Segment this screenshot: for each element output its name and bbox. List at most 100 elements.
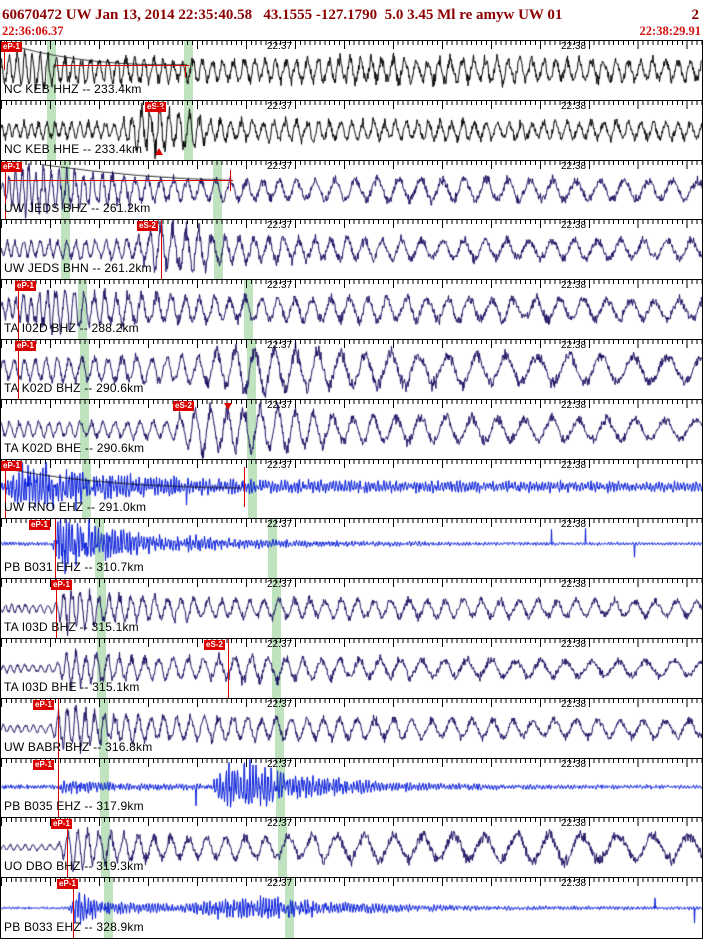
time-label: 22:38 [561, 220, 587, 232]
time-label: 22:37 [267, 698, 293, 710]
trace-panel[interactable]: 22:37 22:38 eS-2 UW JEDS BHN -- 261.2km [1, 220, 702, 281]
phase-pick-line[interactable] [18, 280, 19, 339]
coda-measure-tick [185, 64, 186, 78]
waveform-canvas[interactable] [1, 160, 702, 220]
phase-pick-line[interactable] [67, 818, 68, 878]
station-label: TA K02D BHZ -- 290.6km [4, 380, 144, 395]
phase-pick-label[interactable]: eP-1 [51, 819, 72, 830]
time-label: 22:38 [561, 758, 587, 770]
station-label: UW RNO EHZ -- 291.0km [4, 500, 147, 515]
trace-panel[interactable]: 22:37 22:38 eS-2 TA K02D BHE -- 290.6km [1, 399, 702, 460]
waveform-canvas[interactable] [1, 818, 702, 878]
station-label: UW JEDS BHN -- 261.2km [4, 261, 152, 276]
station-label: PB B035 EHZ -- 317.9km [4, 799, 144, 814]
phase-pick-label[interactable]: eP-1 [29, 520, 50, 531]
trace-panels: 22:37 22:38 eP-1 NC KEB HHZ -- 233.4km 22:37… [0, 40, 703, 939]
coda-measure-line[interactable] [9, 179, 233, 181]
time-label: 22:37 [267, 519, 293, 531]
waveform-canvas[interactable] [1, 878, 702, 938]
trace-panel[interactable]: 22:37 22:38 eP-1 UW BABR BHZ -- 316.8km [1, 698, 702, 759]
station-label: NC KEB HHZ -- 233.4km [4, 81, 142, 96]
trace-panel[interactable]: 22:37 22:38 eP-1 TA K02D BHZ -- 290.6km [1, 339, 702, 400]
phase-pick-label[interactable]: eS-2 [137, 221, 158, 232]
phase-pick-label[interactable]: eP-1 [15, 340, 36, 351]
trace-panel[interactable]: 22:37 22:38 eP-1 PB B033 EHZ -- 328.9km [1, 878, 702, 938]
amplitude-marker[interactable] [155, 148, 163, 156]
waveform-canvas[interactable] [1, 41, 702, 100]
waveform-canvas[interactable] [1, 100, 702, 160]
trace-panel[interactable]: 22:37 22:38 eP-1 PB B035 EHZ -- 317.9km [1, 758, 702, 819]
waveform-canvas[interactable] [1, 519, 702, 579]
trace-panel[interactable]: 22:37 22:38 eS-2 NC KEB HHE -- 233.4km [1, 100, 702, 161]
coda-measure-tick [230, 170, 231, 192]
trace-panel[interactable]: 22:37 22:38 eP-1 UO DBO BHZ -- 319.3km [1, 818, 702, 879]
time-label: 22:37 [267, 160, 293, 172]
trace-panel[interactable]: 22:37 22:38 eP-1 TA I03D BHZ -- 315.1km [1, 579, 702, 639]
phase-pick-label[interactable]: eP-1 [1, 161, 22, 172]
time-label: 22:37 [267, 100, 293, 112]
phase-pick-line[interactable] [73, 878, 74, 938]
coda-measure-line[interactable] [55, 64, 189, 66]
station-label: NC KEB HHE -- 233.4km [4, 141, 143, 156]
waveform-canvas[interactable] [1, 698, 702, 758]
station-label: TA K02D BHE -- 290.6km [4, 440, 145, 455]
phase-pick-line[interactable] [18, 339, 19, 399]
time-label: 22:37 [267, 638, 293, 650]
time-label: 22:37 [267, 579, 293, 591]
amplitude-marker[interactable] [224, 402, 232, 410]
phase-pick-line[interactable] [58, 698, 59, 758]
trace-panel[interactable]: 22:37 22:38 eP-1 NC KEB HHZ -- 233.4km [1, 41, 702, 101]
event-summary: 60670472 UW Jan 13, 2014 22:35:40.58 43.… [2, 7, 563, 23]
waveform-canvas[interactable] [1, 339, 702, 399]
time-label: 22:38 [561, 878, 587, 890]
station-label: PB B031 EHZ -- 310.7km [4, 560, 144, 575]
amplitude-marker[interactable] [155, 107, 163, 115]
time-label: 22:38 [561, 339, 587, 351]
trace-panel[interactable]: 22:37 22:38 eP-1 PB B031 EHZ -- 310.7km [1, 519, 702, 580]
phase-pick-label[interactable]: eP-1 [57, 879, 78, 890]
station-label: UO DBO BHZ -- 319.3km [4, 859, 144, 874]
phase-pick-line[interactable] [55, 519, 56, 579]
phase-pick-label[interactable]: eS-2 [204, 639, 225, 650]
phase-pick-label[interactable]: eS-2 [145, 101, 166, 112]
trace-panel[interactable]: 22:37 22:38 eP-1 TA I02D BHZ -- 288.2km [1, 280, 702, 340]
phase-pick-line[interactable] [228, 638, 229, 698]
time-label: 22:37 [267, 41, 293, 52]
amplitude-measure-line[interactable] [244, 466, 245, 507]
waveform-canvas[interactable] [1, 220, 702, 280]
time-window-row: 22:36:06.37 22:38:29.91 [0, 24, 703, 40]
phase-pick-label[interactable]: eP-1 [33, 699, 54, 710]
waveform-canvas[interactable] [1, 399, 702, 459]
trace-panel[interactable]: 22:37 22:38 eP-1 UW JEDS BHZ -- 261.2km [1, 160, 702, 221]
phase-pick-line[interactable] [4, 41, 5, 71]
waveform-canvas[interactable] [1, 638, 702, 698]
waveform-canvas[interactable] [1, 758, 702, 818]
station-label: UW BABR BHZ -- 316.8km [4, 739, 153, 754]
phase-pick-label[interactable]: eP-1 [51, 580, 72, 591]
time-label: 22:38 [561, 160, 587, 172]
phase-pick-line[interactable] [161, 220, 162, 280]
event-header: 60670472 UW Jan 13, 2014 22:35:40.58 43.… [0, 0, 703, 24]
phase-pick-label[interactable]: eP-1 [15, 281, 36, 292]
waveform-canvas[interactable] [1, 280, 702, 339]
phase-pick-label[interactable]: eP-1 [33, 759, 54, 770]
phase-pick-label[interactable]: eS-2 [173, 400, 194, 411]
phase-pick-line[interactable] [5, 459, 6, 519]
phase-pick-label[interactable]: eP-1 [1, 460, 22, 471]
time-label: 22:38 [561, 698, 587, 710]
trace-panel[interactable]: 22:37 22:38 eP-1 UW RNO EHZ -- 291.0km [1, 459, 702, 520]
waveform-canvas[interactable] [1, 579, 702, 638]
time-label: 22:37 [267, 399, 293, 411]
station-label: PB B033 EHZ -- 328.9km [4, 919, 144, 934]
time-label: 22:38 [561, 459, 587, 471]
phase-pick-line[interactable] [5, 160, 6, 220]
time-label: 22:38 [561, 399, 587, 411]
waveform-canvas[interactable] [1, 459, 702, 519]
phase-pick-label[interactable]: eP-1 [1, 42, 22, 52]
phase-pick-line[interactable] [56, 579, 57, 638]
page-indicator: 2 [691, 7, 700, 23]
phase-pick-line[interactable] [58, 758, 59, 818]
time-label: 22:38 [561, 579, 587, 591]
time-label: 22:38 [561, 638, 587, 650]
trace-panel[interactable]: 22:37 22:38 eS-2 TA I03D BHE -- 315.1km [1, 638, 702, 699]
